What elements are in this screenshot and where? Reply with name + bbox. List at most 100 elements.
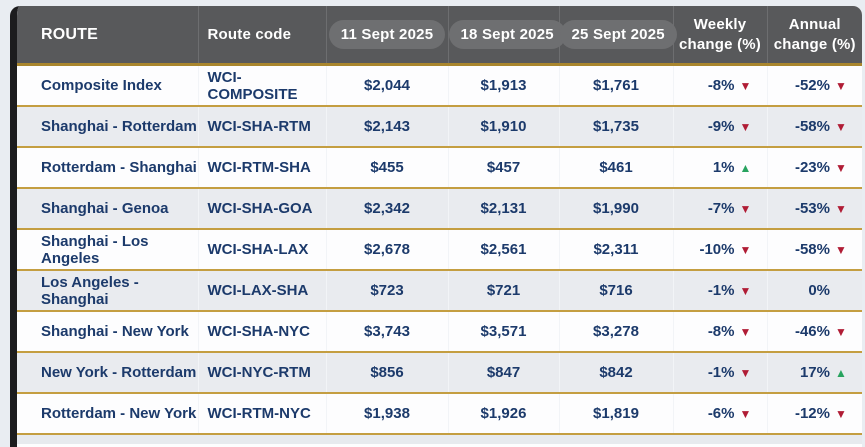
annual-change-cell: -23% ▼: [766, 147, 862, 189]
annual-change-value: 0%: [808, 282, 830, 299]
freight-rates-card: ROUTE Route code 11 Sept 2025 18 Sept 2025 2…: [10, 6, 862, 447]
annual-change-cell: 17% ▲: [766, 352, 862, 394]
route-name-cell: Los Angeles - Shanghai: [17, 270, 198, 312]
annual-change-cell: -53% ▼: [766, 188, 862, 230]
freight-rates-table: ROUTE Route code 11 Sept 2025 18 Sept 2025 2…: [17, 6, 862, 444]
route-name-cell: Shanghai - Genoa: [17, 188, 198, 230]
trend-down-icon: ▼: [835, 119, 847, 134]
rate-value-cell: $2,311: [558, 229, 673, 271]
route-name-cell: Composite Index: [17, 64, 198, 107]
rate-value-cell: $2,342: [325, 188, 448, 230]
table-row: New York - Rotterdam WCI-NYC-RTM $856 $847 $…: [17, 352, 862, 394]
rate-value-cell: $1,910: [447, 106, 559, 148]
route-code-cell: WCI-SHA-GOA: [197, 188, 326, 230]
weekly-change-cell: 1% ▲: [672, 147, 767, 189]
rate-value-cell: $2,131: [447, 188, 559, 230]
annual-change-value: -58%: [794, 241, 830, 258]
route-name-cell: New York - Rotterdam: [17, 352, 198, 394]
rate-value-cell: $1,990: [558, 188, 673, 230]
trend-down-icon: ▼: [739, 201, 752, 216]
weekly-change-value: 1%: [712, 159, 735, 176]
route-name-cell: Shanghai - Rotterdam: [17, 106, 198, 148]
rate-value-cell: $721: [447, 270, 559, 312]
annual-change-value: -23%: [794, 159, 830, 176]
table-header: ROUTE Route code 11 Sept 2025 18 Sept 2025 2…: [17, 6, 862, 66]
route-code-cell: WCI-NYC-RTM: [197, 352, 326, 394]
rate-value-cell: $2,678: [325, 229, 448, 271]
annual-change-value: 17%: [799, 364, 830, 381]
trend-down-icon: ▼: [835, 78, 847, 93]
weekly-change-cell: -6% ▼: [672, 393, 767, 435]
route-code-cell: WCI-SHA-NYC: [197, 311, 326, 353]
weekly-change-cell: -8% ▼: [672, 311, 767, 353]
route-name-cell: Shanghai - Los Angeles: [17, 229, 198, 271]
date-pill: 18 Sept 2025: [448, 20, 566, 49]
route-name-cell: Shanghai - New York: [17, 311, 198, 353]
rate-value-cell: $723: [325, 270, 448, 312]
column-header-d3: 25 Sept 2025: [558, 6, 677, 66]
trend-down-icon: ▼: [739, 242, 752, 257]
rate-value-cell: $2,044: [325, 64, 448, 107]
annual-change-cell: -46% ▼: [766, 311, 862, 353]
trend-down-icon: ▼: [835, 324, 847, 339]
weekly-change-value: -1%: [707, 364, 735, 381]
table-row: Shanghai - Genoa WCI-SHA-GOA $2,342 $2,131 $…: [17, 188, 862, 230]
column-header-code: Route code: [197, 6, 326, 66]
trend-up-icon: ▲: [739, 160, 752, 175]
annual-change-cell: -12% ▼: [766, 393, 862, 435]
table-body: Composite Index WCI-COMPOSITE $2,044 $1,913…: [17, 64, 862, 444]
rate-value-cell: $3,278: [558, 311, 673, 353]
route-code-cell: WCI-SHA-LAX: [197, 229, 326, 271]
rate-value-cell: $1,761: [558, 64, 673, 107]
trend-down-icon: ▼: [835, 406, 847, 421]
trend-down-icon: ▼: [835, 201, 847, 216]
rate-value-cell: $847: [447, 352, 559, 394]
trend-down-icon: ▼: [739, 324, 752, 339]
route-code-cell: WCI-COMPOSITE: [197, 64, 326, 107]
rate-value-cell: $1,735: [558, 106, 673, 148]
route-code-cell: WCI-LAX-SHA: [197, 270, 326, 312]
table-row: Rotterdam - Shanghai WCI-RTM-SHA $455 $457 $…: [17, 147, 862, 189]
route-code-cell: WCI-RTM-SHA: [197, 147, 326, 189]
rate-value-cell: $2,143: [325, 106, 448, 148]
date-pill: 25 Sept 2025: [559, 20, 677, 49]
trend-up-icon: ▲: [835, 365, 847, 380]
table-row: Shanghai - New York WCI-SHA-NYC $3,743 $3,5…: [17, 311, 862, 353]
route-code-cell: WCI-RTM-NYC: [197, 393, 326, 435]
annual-change-cell: 0%: [766, 270, 862, 312]
trend-down-icon: ▼: [739, 119, 752, 134]
weekly-change-cell: -8% ▼: [672, 64, 767, 107]
route-name-cell: Rotterdam - New York: [17, 393, 198, 435]
weekly-change-value: -1%: [707, 282, 735, 299]
trend-down-icon: ▼: [739, 365, 752, 380]
column-header-d2: 18 Sept 2025: [447, 6, 566, 66]
rate-value-cell: $842: [558, 352, 673, 394]
weekly-change-cell: -1% ▼: [672, 270, 767, 312]
annual-change-value: -58%: [794, 118, 830, 135]
table-row: Los Angeles - Shanghai WCI-LAX-SHA $723 $72…: [17, 270, 862, 312]
weekly-change-value: -7%: [707, 200, 735, 217]
trend-down-icon: ▼: [739, 406, 752, 421]
annual-change-cell: -58% ▼: [766, 106, 862, 148]
table-row: Composite Index WCI-COMPOSITE $2,044 $1,913…: [17, 64, 862, 107]
weekly-change-value: -10%: [699, 241, 735, 258]
table-row: Shanghai - Rotterdam WCI-SHA-RTM $2,143 $1,…: [17, 106, 862, 148]
trend-down-icon: ▼: [835, 242, 847, 257]
weekly-change-value: -9%: [707, 118, 735, 135]
annual-change-value: -46%: [794, 323, 830, 340]
table-row: Shanghai - Los Angeles WCI-SHA-LAX $2,678 $…: [17, 229, 862, 271]
trend-down-icon: ▼: [739, 78, 752, 93]
annual-change-value: -52%: [794, 77, 830, 94]
rate-value-cell: $455: [325, 147, 448, 189]
rate-value-cell: $1,819: [558, 393, 673, 435]
date-pill: 11 Sept 2025: [328, 20, 446, 49]
rate-value-cell: $1,926: [447, 393, 559, 435]
header-row: ROUTE Route code 11 Sept 2025 18 Sept 2025 2…: [17, 6, 862, 66]
clipped-next-row-cell: [17, 434, 862, 444]
weekly-change-cell: -7% ▼: [672, 188, 767, 230]
annual-change-value: -12%: [794, 405, 830, 422]
rate-value-cell: $3,571: [447, 311, 559, 353]
rate-value-cell: $457: [447, 147, 559, 189]
weekly-change-cell: -9% ▼: [672, 106, 767, 148]
rate-value-cell: $2,561: [447, 229, 559, 271]
